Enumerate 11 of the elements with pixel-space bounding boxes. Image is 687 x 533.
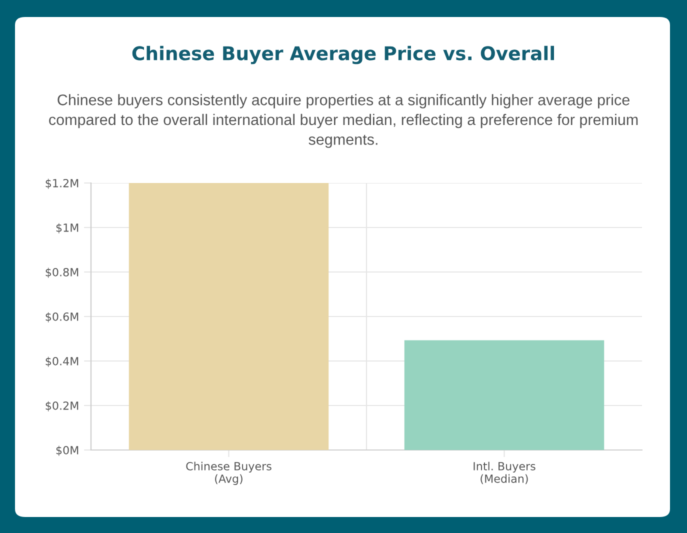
y-tick-label: $0.2M xyxy=(46,401,78,412)
x-tick-label: Intl. Buyers (Median) xyxy=(474,462,536,484)
y-tick-label: $0.4M xyxy=(46,356,78,367)
y-tick-label: $0M xyxy=(56,446,78,456)
x-tick-label: Chinese Buyers (Avg) xyxy=(186,462,272,485)
y-tick-label: $0.6M xyxy=(46,312,78,322)
y-tick-label: $1M xyxy=(56,223,78,234)
chart-title: Chinese Buyer Average Price vs. Overall xyxy=(132,46,554,64)
y-tick-label: $0.8M xyxy=(46,268,78,278)
y-tick-label: $1.2M xyxy=(46,178,78,189)
chart-subtitle: Chinese buyers consistently acquire properties at a significantly higher average price compared to the overall international buyer median, reflecting a preference for premium segments. xyxy=(49,94,638,148)
